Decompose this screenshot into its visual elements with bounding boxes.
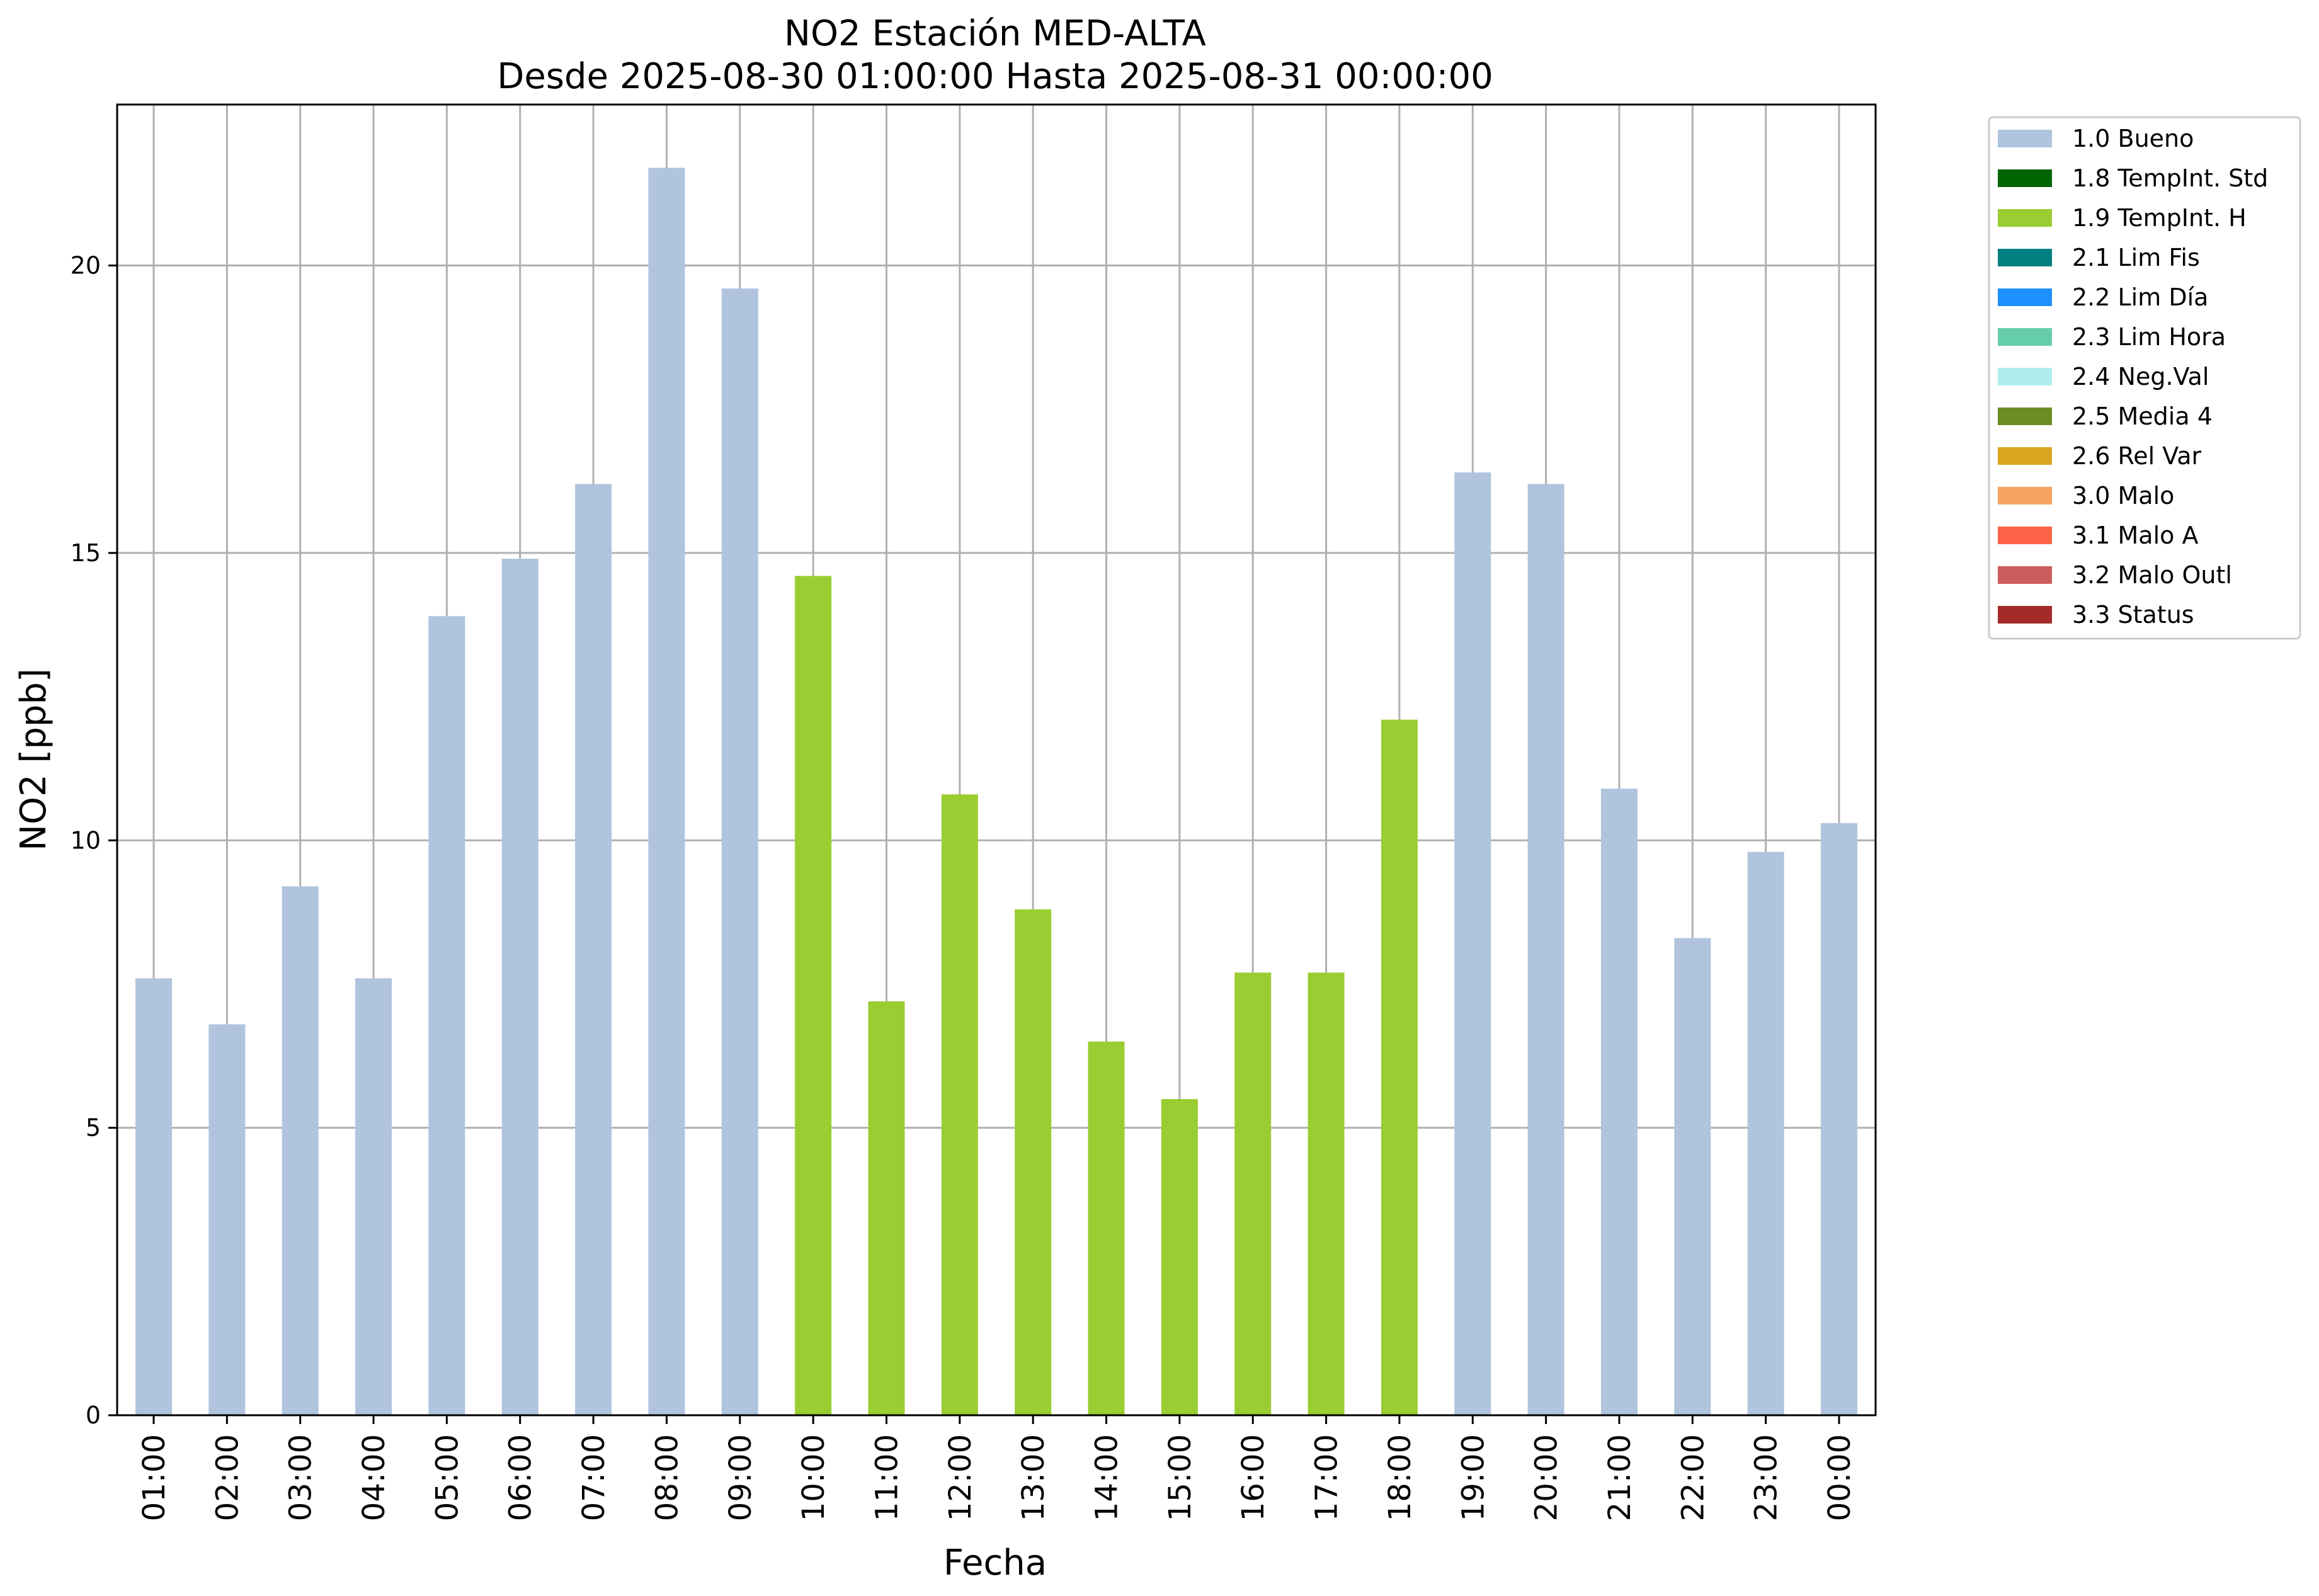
y-tick-label: 15 (71, 539, 101, 567)
legend-swatch (1998, 606, 2052, 624)
x-tick-label: 18:00 (1382, 1434, 1418, 1521)
x-tick-label: 19:00 (1456, 1434, 1491, 1521)
bar-2000 (1527, 484, 1564, 1415)
x-tick-label: 06:00 (503, 1434, 538, 1521)
bar-1800 (1381, 719, 1418, 1415)
chart-title: NO2 Estación MED-ALTA (784, 13, 1206, 54)
legend: 1.0 Bueno 1.8 TempInt. Std 1.9 TempInt. H 2… (1988, 116, 2301, 640)
bar-0200 (208, 1024, 246, 1415)
x-tick-label: 10:00 (796, 1434, 831, 1521)
bar-1700 (1308, 972, 1345, 1415)
x-tick-label: 14:00 (1090, 1434, 1125, 1521)
legend-swatch (1998, 209, 2052, 227)
plot-frame (116, 103, 1877, 1416)
legend-label: 3.1 Malo A (2072, 522, 2198, 549)
legend-label: 3.0 Malo (2072, 482, 2174, 510)
legend-swatch (1998, 566, 2052, 584)
legend-swatch (1998, 368, 2052, 385)
bar-1500 (1161, 1099, 1198, 1415)
bar-2100 (1600, 789, 1638, 1415)
legend-swatch (1998, 487, 2052, 504)
legend-swatch (1998, 328, 2052, 346)
bar-1300 (1015, 909, 1052, 1415)
bar-1100 (868, 1001, 905, 1415)
x-tick-label: 07:00 (576, 1434, 612, 1521)
legend-swatch (1998, 288, 2052, 306)
bar-0800 (648, 168, 685, 1415)
x-tick-label: 15:00 (1163, 1434, 1198, 1521)
x-tick-label: 09:00 (723, 1434, 758, 1521)
bar-0700 (575, 484, 612, 1415)
bar-0500 (428, 616, 465, 1415)
bar-1900 (1454, 472, 1491, 1415)
x-tick-label: 00:00 (1822, 1434, 1857, 1521)
legend-label: 3.2 Malo Outl (2072, 561, 2232, 589)
x-tick-label: 12:00 (943, 1434, 978, 1521)
x-tick-label: 22:00 (1675, 1434, 1711, 1521)
legend-label: 2.4 Neg.Val (2072, 363, 2209, 390)
x-tick-label: 13:00 (1016, 1434, 1051, 1521)
x-tick-label: 02:00 (210, 1434, 245, 1521)
legend-swatch (1998, 447, 2052, 465)
legend-swatch (1998, 169, 2052, 187)
x-tick-label: 17:00 (1309, 1434, 1345, 1521)
bar-1400 (1088, 1041, 1125, 1415)
x-tick-label: 03:00 (283, 1434, 319, 1521)
x-tick-label: 05:00 (430, 1434, 465, 1521)
bars (135, 168, 1857, 1415)
y-tick-label: 10 (71, 826, 101, 854)
y-tick-label: 5 (86, 1114, 101, 1142)
legend-swatch (1998, 130, 2052, 147)
x-axis-label: Fecha (943, 1542, 1047, 1583)
legend-label: 1.8 TempInt. Std (2072, 164, 2268, 192)
x-tick-label: 23:00 (1749, 1434, 1784, 1521)
y-axis-ticks: 0 5 10 15 20 (71, 252, 117, 1429)
bar-0900 (721, 288, 758, 1415)
legend-swatch (1998, 408, 2052, 425)
bar-1200 (941, 794, 978, 1415)
bar-2200 (1674, 938, 1711, 1415)
bar-1600 (1234, 972, 1272, 1415)
bar-2300 (1747, 852, 1784, 1415)
x-axis-ticks: 01:00 02:00 03:00 04:00 05:00 06:00 07:00 08:00… (137, 1415, 1857, 1521)
x-tick-label: 11:00 (869, 1434, 904, 1521)
legend-label: 1.9 TempInt. H (2072, 204, 2247, 232)
x-tick-label: 08:00 (649, 1434, 685, 1521)
legend-label: 2.3 Lim Hora (2072, 323, 2226, 351)
chart-subtitle: Desde 2025-08-30 01:00:00 Hasta 2025-08-… (497, 56, 1493, 97)
bar-0400 (355, 978, 392, 1415)
legend-label: 2.2 Lim Día (2072, 283, 2208, 311)
legend-label: 1.0 Bueno (2072, 125, 2194, 152)
bar-0600 (501, 559, 538, 1415)
bar-0000 (1821, 823, 1857, 1415)
legend-swatch (1998, 249, 2052, 266)
y-tick-label: 0 (86, 1401, 101, 1429)
x-tick-label: 20:00 (1529, 1434, 1564, 1521)
y-tick-label: 20 (71, 252, 101, 280)
x-tick-label: 01:00 (137, 1434, 172, 1521)
legend-label: 3.3 Status (2072, 601, 2194, 629)
x-tick-label: 04:00 (356, 1434, 392, 1521)
y-axis-label: NO2 [ppb] (13, 668, 54, 851)
legend-box (1988, 116, 2301, 640)
x-tick-label: 16:00 (1236, 1434, 1271, 1521)
legend-label: 2.6 Rel Var (2072, 442, 2202, 470)
bar-0100 (135, 978, 172, 1415)
x-tick-label: 21:00 (1602, 1434, 1638, 1521)
legend-swatch (1998, 527, 2052, 544)
legend-label: 2.5 Media 4 (2072, 402, 2213, 430)
bar-1000 (795, 576, 832, 1415)
legend-label: 2.1 Lim Fis (2072, 244, 2200, 271)
bar-0300 (282, 886, 319, 1415)
